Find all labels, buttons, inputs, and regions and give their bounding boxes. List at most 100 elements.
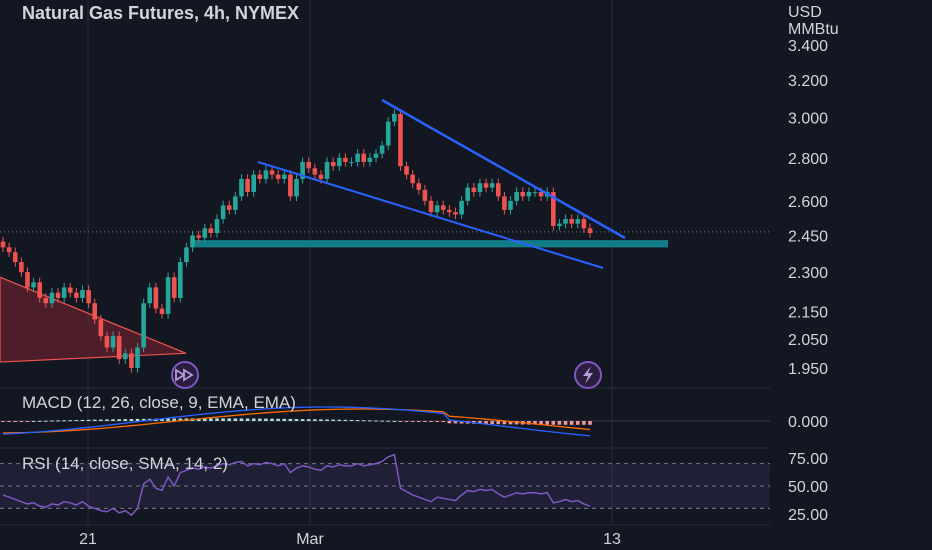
macd-histogram-bar [551, 421, 556, 425]
candle-body [459, 200, 464, 215]
candle-body [471, 187, 477, 192]
macd-histogram-bar [264, 418, 268, 421]
candle-body [373, 153, 379, 158]
macd-histogram-bar [453, 421, 458, 424]
candle-body [502, 196, 507, 210]
macd-histogram-bar [331, 419, 335, 421]
macd-histogram-bar [368, 420, 372, 422]
macd-histogram-bar [215, 418, 219, 421]
candle-body [6, 247, 12, 253]
macd-histogram-bar [502, 421, 507, 425]
macd-histogram-bar [196, 418, 201, 421]
candle-body [141, 303, 146, 348]
macd-histogram-bar [56, 420, 60, 422]
candle-body [288, 174, 293, 197]
candle-body [532, 191, 538, 193]
macd-histogram-bar [270, 418, 274, 421]
macd-histogram-bar [361, 420, 366, 422]
macd-histogram-bar [588, 421, 592, 425]
candle-body [251, 174, 256, 192]
price-tick-label: 3.200 [788, 73, 828, 90]
time-tick-label: 21 [79, 531, 97, 548]
macd-histogram-bar [319, 419, 323, 421]
fast-forward-icon[interactable] [171, 361, 199, 389]
macd-histogram-bar [80, 419, 85, 421]
macd-histogram-bar [233, 418, 238, 421]
candle-body [67, 287, 73, 293]
candle-body [349, 161, 354, 163]
price-tick-label: 1.950 [788, 361, 828, 378]
candle-body [416, 183, 422, 190]
macd-signal-line [2, 408, 591, 434]
macd-histogram-bar [478, 421, 482, 424]
candle-body [226, 205, 232, 210]
macd-histogram-bar [380, 420, 384, 422]
candle-body [465, 187, 471, 201]
candle-body [343, 157, 348, 162]
candle-body [477, 183, 483, 192]
macd-histogram-bar [435, 421, 439, 422]
candle-body [312, 168, 318, 175]
candle-body [453, 212, 458, 215]
macd-histogram-bar [123, 419, 128, 421]
macd-histogram-bar [404, 421, 409, 422]
price-tick-label: 3.000 [788, 111, 828, 128]
lower-trendline[interactable] [257, 161, 604, 269]
candle-body [49, 292, 55, 304]
candle-body [330, 161, 336, 167]
macd-histogram-bar [429, 421, 433, 422]
candle-body [557, 223, 562, 226]
macd-histogram-bar [300, 419, 305, 421]
support-zone[interactable] [192, 240, 668, 248]
candle-body [569, 219, 574, 224]
macd-histogram-bar [306, 419, 311, 421]
candle-body [25, 272, 30, 288]
candle-body [19, 262, 24, 273]
macd-histogram-bar [7, 421, 11, 422]
candle-body [159, 308, 165, 314]
candle-body [190, 235, 195, 248]
support-zone-layer [0, 231, 770, 363]
candle-body [300, 161, 305, 179]
candle-body [281, 174, 287, 179]
macd-histogram-bar [25, 421, 30, 422]
lightning-icon[interactable] [574, 361, 602, 389]
macd-histogram-bar [416, 421, 421, 422]
macd-histogram-bar [575, 421, 580, 425]
candle-body [324, 161, 330, 179]
candle-body [385, 121, 391, 146]
currency-label: USD [788, 4, 822, 21]
candle-body [0, 241, 6, 248]
macd-histogram-bar [349, 419, 354, 421]
macd-histogram-bar [258, 418, 262, 421]
macd-histogram-bar [569, 421, 574, 425]
macd-histogram-bar [533, 421, 537, 425]
candle-body [294, 178, 299, 197]
macd-histogram-bar [221, 418, 225, 421]
candle-body [184, 247, 189, 263]
candle-body [245, 178, 250, 192]
price-tick-label: 2.450 [788, 228, 828, 245]
candle-body [110, 336, 116, 348]
trendlines[interactable] [257, 98, 626, 269]
candle-body [80, 290, 85, 298]
price-tick-label: 2.800 [788, 151, 828, 168]
candle-body [447, 209, 452, 213]
rsi-tick-label: 75.00 [788, 451, 828, 468]
macd-histogram-bar [166, 418, 170, 421]
candle-body [379, 145, 385, 154]
macd-histogram-bar [239, 418, 244, 421]
candle-body [257, 174, 263, 179]
candle-body [104, 336, 110, 348]
macd-histogram-bar [447, 421, 452, 424]
macd-histogram-bar [141, 418, 146, 421]
upper-trendline[interactable] [381, 98, 626, 240]
rsi-title: RSI (14, close, SMA, 14, 2) [22, 454, 228, 473]
candle-body [98, 319, 104, 337]
rsi-line [2, 453, 591, 517]
macd-histogram-bar [276, 418, 280, 421]
candle-body [404, 166, 409, 175]
candle-body [538, 191, 544, 197]
macd-pane [0, 406, 770, 437]
